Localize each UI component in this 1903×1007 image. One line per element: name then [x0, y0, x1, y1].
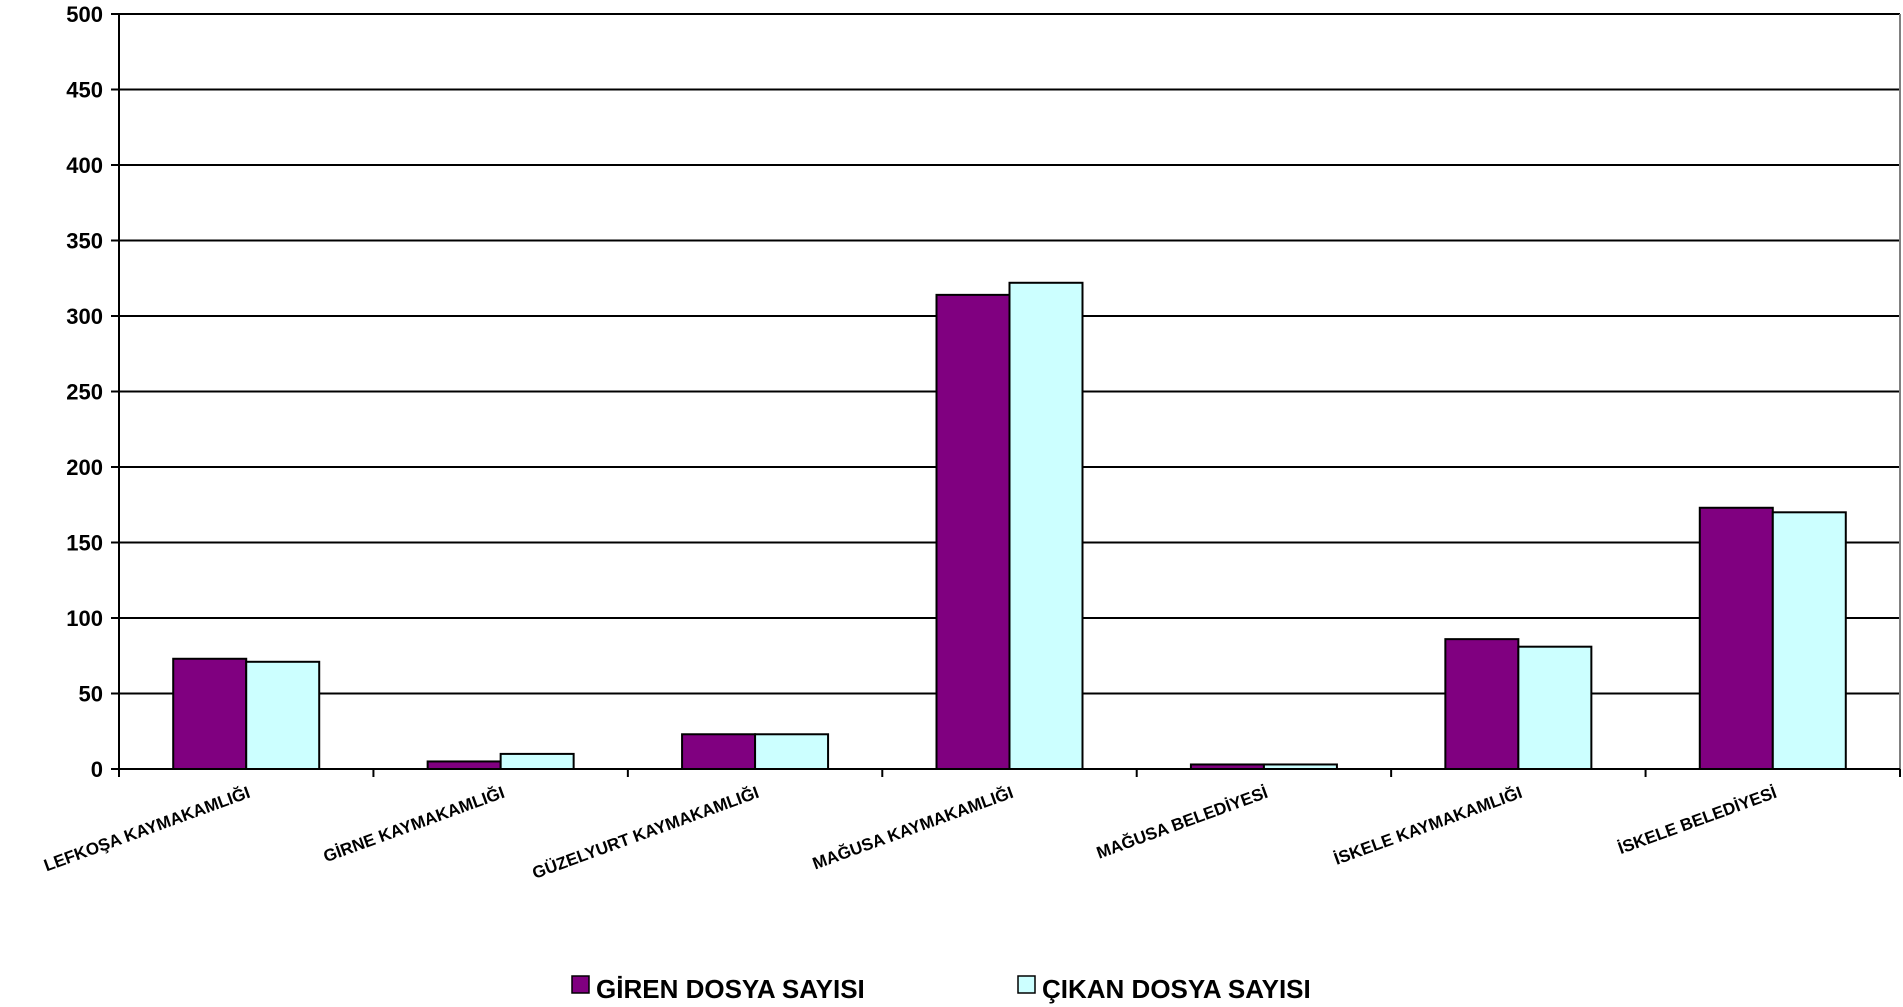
- y-tick-label: 0: [91, 757, 103, 782]
- x-category-label: MAĞUSA KAYMAKAMLIĞI: [810, 783, 1016, 873]
- bar-cikan-3: [1008, 281, 1084, 770]
- y-tick-labels: 0 50 100 150 200 250 300 350 400 450 500: [66, 2, 103, 782]
- y-tick-label: 100: [66, 606, 103, 631]
- x-category-label: LEFKOŞA KAYMAKAMLIĞI: [41, 783, 252, 875]
- bar-giren-3: [935, 293, 1011, 770]
- bars: [172, 281, 1847, 771]
- bar-giren-5: [1444, 638, 1520, 771]
- bar-cikan-1: [499, 752, 575, 771]
- y-tick-label: 400: [66, 153, 103, 178]
- y-tick-label: 150: [66, 531, 103, 556]
- x-category-label: MAĞUSA BELEDİYESİ: [1094, 783, 1270, 863]
- bar-giren-4: [1189, 763, 1265, 770]
- x-category-label: GÜZELYURT KAYMAKAMLIĞI: [530, 783, 762, 883]
- y-tick-label: 500: [66, 2, 103, 27]
- legend-label-cikan: ÇIKAN DOSYA SAYISI: [1042, 974, 1311, 1004]
- y-tick-label: 300: [66, 304, 103, 329]
- x-category-label: GİRNE KAYMAKAMLIĞI: [321, 783, 507, 866]
- bar-cikan-5: [1517, 645, 1593, 770]
- bar-cikan-2: [754, 733, 830, 771]
- y-tick-label: 250: [66, 380, 103, 405]
- y-tick-label: 450: [66, 78, 103, 103]
- legend: GİREN DOSYA SAYISI ÇIKAN DOSYA SAYISI: [571, 974, 1311, 1004]
- y-tick-label: 350: [66, 229, 103, 254]
- x-category-label: İSKELE BELEDİYESİ: [1616, 783, 1780, 858]
- x-category-labels: LEFKOŞA KAYMAKAMLIĞI GİRNE KAYMAKAMLIĞI GÜ…: [41, 783, 1779, 883]
- bar-giren-0: [172, 657, 248, 771]
- legend-swatch-giren: [571, 975, 590, 994]
- bar-cikan-0: [245, 660, 321, 770]
- bar-cikan-6: [1771, 511, 1847, 770]
- y-tick-label: 200: [66, 455, 103, 480]
- bar-giren-1: [426, 760, 502, 771]
- bar-giren-6: [1698, 506, 1774, 770]
- legend-swatch-cikan: [1017, 975, 1036, 994]
- legend-label-giren: GİREN DOSYA SAYISI: [596, 974, 865, 1004]
- bar-cikan-4: [1262, 763, 1338, 770]
- x-category-label: İSKELE KAYMAKAMLIĞI: [1332, 783, 1525, 869]
- bar-giren-2: [681, 733, 757, 771]
- y-tick-label: 50: [79, 682, 103, 707]
